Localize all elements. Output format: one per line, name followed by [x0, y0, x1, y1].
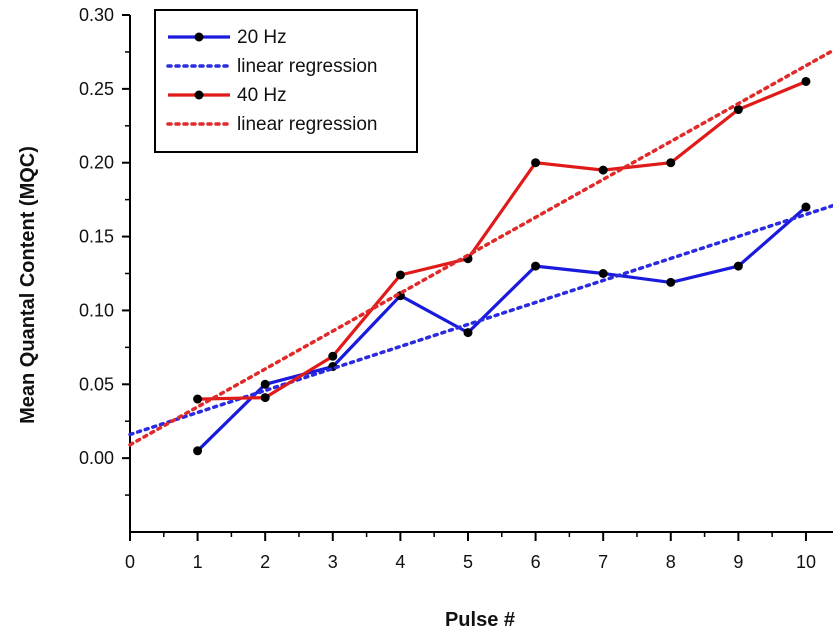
data-point	[328, 351, 338, 361]
y-tick-label: 0.20	[79, 153, 114, 173]
x-tick-label: 4	[395, 552, 405, 572]
axes: 0.00 0.05 0.10 0.15 0.20 0.25 0.30 0 1 2 3 4 5 6 7 8 9 10	[79, 5, 833, 572]
x-tick-label: 3	[328, 552, 338, 572]
data-point	[666, 158, 676, 168]
data-point	[463, 328, 473, 338]
x-axis-title: Pulse #	[445, 609, 515, 631]
data-point	[260, 393, 270, 403]
y-tick-label: 0.30	[79, 5, 114, 25]
data-point	[598, 165, 608, 175]
y-tick-label: 0.15	[79, 227, 114, 247]
legend: 20 Hz linear regression 40 Hz linear regres…	[154, 9, 418, 153]
legend-marker	[194, 90, 204, 100]
data-point	[733, 261, 743, 271]
data-point	[193, 394, 203, 404]
y-axis-title: Mean Quantal Content (MQC)	[17, 146, 39, 424]
x-tick-label: 10	[796, 552, 816, 572]
series-layer	[128, 48, 833, 456]
x-tick-label: 8	[666, 552, 676, 572]
x-tick-label: 6	[531, 552, 541, 572]
data-point	[395, 270, 405, 280]
x-tick-label: 1	[193, 552, 203, 572]
data-point	[531, 261, 541, 271]
x-tick-label: 9	[733, 552, 743, 572]
regression-line-1	[128, 203, 833, 437]
legend-label: 20 Hz	[237, 27, 287, 48]
data-point	[598, 269, 608, 278]
legend-label: linear regression	[237, 114, 377, 135]
legend-label: linear regression	[237, 56, 377, 77]
data-point	[531, 158, 541, 168]
data-point	[801, 76, 811, 86]
y-tick-label: 0.00	[79, 448, 114, 468]
x-tick-label: 7	[598, 552, 608, 572]
data-point	[260, 379, 270, 389]
x-tick-label: 2	[260, 552, 270, 572]
legend-label: 40 Hz	[237, 85, 287, 106]
data-point	[666, 277, 676, 287]
x-tick-label: 5	[463, 552, 473, 572]
y-tick-label: 0.10	[79, 300, 114, 320]
data-point	[733, 105, 743, 115]
legend-marker	[194, 32, 204, 42]
data-point	[193, 446, 203, 456]
regression-line-3	[128, 48, 833, 447]
data-point	[801, 202, 811, 212]
y-tick-label: 0.05	[79, 374, 114, 394]
series-line-2	[197, 80, 807, 401]
x-tick-label: 0	[125, 552, 135, 572]
y-tick-label: 0.25	[79, 79, 114, 99]
